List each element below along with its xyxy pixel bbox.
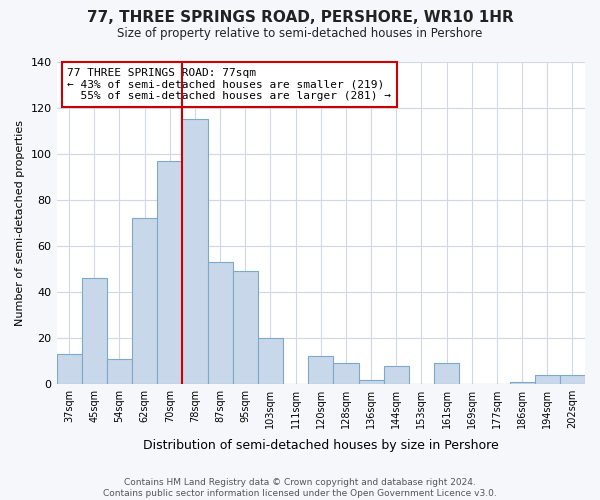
- Bar: [383, 366, 409, 384]
- Bar: [82, 278, 107, 384]
- Bar: [208, 262, 233, 384]
- Bar: [334, 364, 359, 384]
- Bar: [132, 218, 157, 384]
- Bar: [359, 380, 383, 384]
- Text: 77, THREE SPRINGS ROAD, PERSHORE, WR10 1HR: 77, THREE SPRINGS ROAD, PERSHORE, WR10 1…: [86, 10, 514, 25]
- Bar: [107, 359, 132, 384]
- X-axis label: Distribution of semi-detached houses by size in Pershore: Distribution of semi-detached houses by …: [143, 440, 499, 452]
- Text: Size of property relative to semi-detached houses in Pershore: Size of property relative to semi-detach…: [118, 28, 482, 40]
- Bar: [258, 338, 283, 384]
- Bar: [182, 119, 208, 384]
- Bar: [233, 271, 258, 384]
- Bar: [509, 382, 535, 384]
- Bar: [157, 160, 182, 384]
- Bar: [434, 364, 459, 384]
- Y-axis label: Number of semi-detached properties: Number of semi-detached properties: [15, 120, 25, 326]
- Text: Contains HM Land Registry data © Crown copyright and database right 2024.
Contai: Contains HM Land Registry data © Crown c…: [103, 478, 497, 498]
- Bar: [560, 375, 585, 384]
- Bar: [535, 375, 560, 384]
- Bar: [308, 356, 334, 384]
- Bar: [56, 354, 82, 384]
- Text: 77 THREE SPRINGS ROAD: 77sqm
← 43% of semi-detached houses are smaller (219)
  5: 77 THREE SPRINGS ROAD: 77sqm ← 43% of se…: [67, 68, 391, 101]
